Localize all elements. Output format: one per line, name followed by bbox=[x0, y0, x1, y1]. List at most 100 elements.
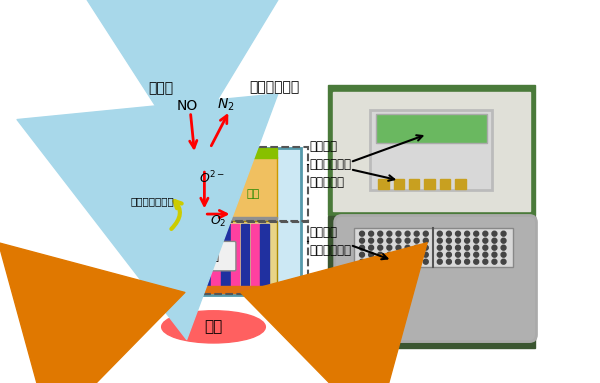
Bar bbox=[152, 224, 161, 286]
Bar bbox=[148, 221, 308, 294]
Bar bbox=[440, 179, 450, 189]
Circle shape bbox=[378, 231, 383, 236]
Text: 排ガス: 排ガス bbox=[148, 82, 173, 96]
Circle shape bbox=[414, 252, 419, 257]
Text: $N_2$: $N_2$ bbox=[217, 97, 234, 113]
Circle shape bbox=[501, 259, 506, 264]
Circle shape bbox=[396, 252, 401, 257]
Bar bbox=[370, 110, 493, 190]
Circle shape bbox=[359, 245, 364, 250]
Circle shape bbox=[455, 259, 460, 264]
Text: 発電: 発電 bbox=[204, 250, 219, 263]
Circle shape bbox=[405, 259, 410, 264]
Circle shape bbox=[359, 259, 364, 264]
Circle shape bbox=[359, 231, 364, 236]
Circle shape bbox=[474, 259, 479, 264]
Circle shape bbox=[474, 238, 479, 243]
Circle shape bbox=[446, 259, 451, 264]
Text: エネルギー移動: エネルギー移動 bbox=[131, 196, 175, 206]
Text: 電気化学
セラミックス
リアクター: 電気化学 セラミックス リアクター bbox=[310, 140, 352, 189]
Circle shape bbox=[464, 252, 470, 257]
Circle shape bbox=[405, 238, 410, 243]
Bar bbox=[143, 148, 301, 295]
Bar bbox=[202, 224, 210, 286]
Text: $O_2$: $O_2$ bbox=[210, 214, 226, 229]
Circle shape bbox=[455, 245, 460, 250]
Circle shape bbox=[492, 252, 497, 257]
Circle shape bbox=[446, 252, 451, 257]
Bar bbox=[172, 224, 181, 286]
Circle shape bbox=[414, 238, 419, 243]
Bar bbox=[163, 224, 171, 286]
Bar bbox=[328, 85, 535, 215]
Circle shape bbox=[446, 245, 451, 250]
Bar bbox=[394, 179, 404, 189]
Circle shape bbox=[387, 252, 392, 257]
Bar bbox=[150, 286, 277, 293]
Circle shape bbox=[368, 231, 374, 236]
Circle shape bbox=[483, 252, 488, 257]
Circle shape bbox=[414, 245, 419, 250]
Circle shape bbox=[501, 231, 506, 236]
Circle shape bbox=[483, 238, 488, 243]
Circle shape bbox=[396, 231, 401, 236]
Circle shape bbox=[396, 245, 401, 250]
Circle shape bbox=[405, 245, 410, 250]
Circle shape bbox=[387, 245, 392, 250]
Circle shape bbox=[414, 231, 419, 236]
Circle shape bbox=[474, 245, 479, 250]
Bar bbox=[121, 195, 184, 208]
Circle shape bbox=[455, 252, 460, 257]
Circle shape bbox=[483, 245, 488, 250]
FancyBboxPatch shape bbox=[188, 241, 236, 271]
Bar bbox=[148, 147, 308, 223]
Circle shape bbox=[464, 231, 470, 236]
Circle shape bbox=[387, 238, 392, 243]
Ellipse shape bbox=[161, 311, 265, 343]
Circle shape bbox=[455, 231, 460, 236]
Text: $O^{2-}$: $O^{2-}$ bbox=[199, 169, 225, 186]
Circle shape bbox=[483, 259, 488, 264]
Circle shape bbox=[405, 231, 410, 236]
Bar bbox=[221, 224, 230, 286]
Circle shape bbox=[474, 231, 479, 236]
Text: 浄化: 浄化 bbox=[247, 190, 260, 200]
Circle shape bbox=[446, 238, 451, 243]
Circle shape bbox=[501, 245, 506, 250]
Circle shape bbox=[424, 252, 428, 257]
Circle shape bbox=[368, 238, 374, 243]
Circle shape bbox=[437, 259, 442, 264]
Circle shape bbox=[492, 231, 497, 236]
Circle shape bbox=[396, 259, 401, 264]
FancyBboxPatch shape bbox=[335, 216, 536, 342]
Circle shape bbox=[464, 259, 470, 264]
Circle shape bbox=[437, 238, 442, 243]
Text: 熱電変換
セラミックス: 熱電変換 セラミックス bbox=[310, 226, 352, 257]
Circle shape bbox=[424, 238, 428, 243]
Bar bbox=[376, 114, 487, 143]
Bar bbox=[409, 179, 419, 189]
Bar bbox=[332, 92, 530, 211]
Text: NO: NO bbox=[176, 99, 197, 113]
Circle shape bbox=[359, 252, 364, 257]
Bar bbox=[455, 179, 466, 189]
Bar bbox=[211, 224, 220, 286]
Bar bbox=[251, 224, 259, 286]
Circle shape bbox=[446, 231, 451, 236]
Circle shape bbox=[378, 245, 383, 250]
Circle shape bbox=[455, 238, 460, 243]
Circle shape bbox=[492, 259, 497, 264]
Bar bbox=[150, 157, 277, 218]
Bar bbox=[424, 179, 435, 189]
Circle shape bbox=[501, 252, 506, 257]
Circle shape bbox=[368, 252, 374, 257]
Circle shape bbox=[396, 238, 401, 243]
Circle shape bbox=[405, 252, 410, 257]
Bar bbox=[150, 148, 185, 158]
Circle shape bbox=[483, 231, 488, 236]
Circle shape bbox=[464, 238, 470, 243]
Circle shape bbox=[387, 231, 392, 236]
Bar bbox=[242, 148, 277, 158]
Circle shape bbox=[474, 252, 479, 257]
Circle shape bbox=[492, 238, 497, 243]
